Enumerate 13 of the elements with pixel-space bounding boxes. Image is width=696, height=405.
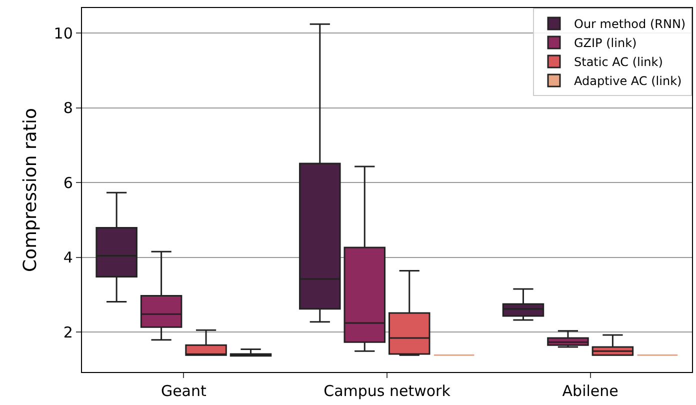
x-tick-label: Geant bbox=[160, 382, 206, 400]
y-tick-label: 2 bbox=[63, 323, 73, 342]
legend-label: Our method (RNN) bbox=[574, 17, 686, 32]
y-tick-label: 6 bbox=[63, 174, 73, 192]
x-tick-label: Campus network bbox=[324, 382, 451, 400]
y-tick-label: 10 bbox=[54, 24, 73, 42]
y-tick-label: 4 bbox=[63, 248, 73, 267]
legend-label: Static AC (link) bbox=[574, 55, 663, 70]
legend-label: Adaptive AC (link) bbox=[574, 74, 682, 88]
x-tick-label: Abilene bbox=[562, 382, 618, 400]
legend-label: GZIP (link) bbox=[574, 36, 637, 50]
y-axis-title: Compression ratio bbox=[20, 108, 41, 272]
y-tick-label: 8 bbox=[63, 99, 73, 118]
